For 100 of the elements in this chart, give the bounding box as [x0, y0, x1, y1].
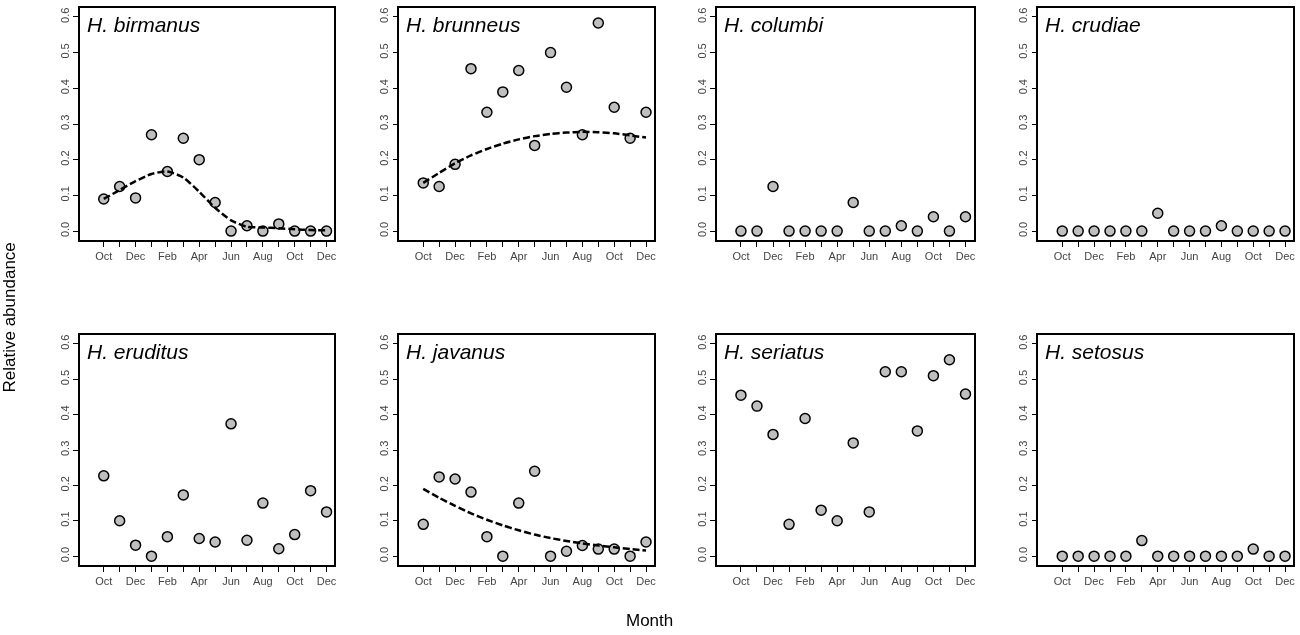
y-tick-label: 0.5 — [695, 369, 708, 386]
y-tick-label: 0.3 — [1017, 440, 1030, 456]
y-tick-label: 0.4 — [378, 79, 391, 95]
x-tick-label: Feb — [157, 249, 177, 262]
x-tick-label: Aug — [572, 574, 593, 587]
x-tick-label: Aug — [891, 574, 912, 587]
x-tick-label: Jun — [1180, 249, 1199, 262]
x-tick-label: Oct — [286, 249, 304, 262]
point — [1104, 225, 1116, 237]
point — [1279, 550, 1291, 562]
point — [640, 536, 652, 548]
point — [560, 81, 573, 93]
x-tick-label: Oct — [924, 249, 942, 262]
y-tick-label: 0.2 — [58, 150, 71, 166]
point — [193, 153, 205, 166]
point — [911, 425, 924, 437]
y-tick-label: 0.4 — [695, 79, 708, 95]
x-tick-label: Apr — [190, 574, 209, 587]
y-tick-label: 0.2 — [378, 150, 391, 166]
y-tick-label: 0.0 — [58, 221, 71, 238]
point — [943, 225, 956, 237]
point — [1056, 225, 1069, 237]
chart-title: H. brunneus — [406, 13, 521, 36]
y-tick-label: 0.3 — [1017, 114, 1030, 130]
point — [831, 225, 843, 237]
point — [177, 489, 190, 501]
point — [751, 225, 763, 237]
x-tick-label: Dec — [1084, 574, 1105, 587]
point — [465, 62, 477, 75]
x-tick-label: Apr — [510, 574, 528, 587]
point — [815, 225, 827, 237]
y-tick-label: 0.5 — [695, 43, 708, 59]
point — [544, 46, 557, 59]
y-tick-label: 0.0 — [378, 221, 391, 238]
y-tick-label: 0.1 — [1017, 511, 1030, 527]
x-tick-label: Dec — [125, 574, 146, 587]
y-tick-label: 0.1 — [378, 186, 391, 202]
point — [145, 550, 158, 562]
point — [544, 550, 557, 562]
y-tick-label: 0.5 — [1017, 369, 1030, 386]
point — [1088, 225, 1100, 237]
chart-title: H. birmanus — [87, 13, 201, 36]
x-tick-label: Jun — [222, 574, 240, 587]
point — [767, 180, 779, 193]
point — [943, 354, 956, 366]
point — [1136, 534, 1148, 547]
point — [815, 504, 827, 516]
x-tick-label: Jun — [1180, 574, 1199, 587]
point — [1279, 225, 1291, 237]
chart-title: H. javanus — [406, 340, 506, 363]
point — [847, 437, 859, 449]
point — [751, 400, 763, 412]
point — [1104, 550, 1116, 562]
point — [1247, 543, 1259, 555]
point — [209, 536, 221, 548]
y-tick-label: 0.2 — [695, 150, 708, 166]
y-tick-label: 0.5 — [1017, 43, 1030, 59]
point — [863, 506, 876, 518]
point — [512, 64, 525, 77]
x-tick-label: Dec — [1084, 249, 1105, 262]
x-tick-label: Oct — [95, 249, 113, 262]
point — [592, 17, 605, 29]
y-tick-label: 0.0 — [695, 221, 708, 238]
point — [320, 506, 333, 518]
y-tick-label: 0.3 — [378, 440, 391, 456]
point — [895, 219, 908, 232]
point — [98, 470, 110, 482]
x-tick-label: Aug — [1211, 249, 1232, 262]
point — [959, 211, 972, 223]
y-tick-label: 0.0 — [1017, 546, 1030, 563]
x-tick-label: Oct — [605, 574, 623, 587]
y-tick-label: 0.1 — [695, 511, 708, 527]
point — [481, 106, 493, 118]
point — [304, 484, 317, 497]
x-tick-label: Apr — [828, 574, 847, 587]
x-tick-label: Oct — [414, 249, 432, 262]
x-tick-label: Feb — [1116, 249, 1136, 262]
point — [113, 515, 126, 527]
x-tick-label: Aug — [1211, 574, 1232, 587]
point — [1072, 225, 1084, 237]
point — [1056, 550, 1069, 562]
point — [1263, 225, 1275, 237]
point — [1167, 225, 1180, 237]
x-tick-label: Oct — [414, 574, 432, 587]
point — [528, 465, 541, 477]
x-tick-label: Dec — [1275, 574, 1296, 587]
y-tick-label: 0.3 — [378, 114, 391, 130]
y-tick-label: 0.0 — [1017, 221, 1030, 238]
point — [1120, 550, 1132, 562]
x-tick-label: Dec — [316, 574, 337, 587]
x-tick-label: Feb — [157, 574, 177, 587]
point — [927, 211, 940, 223]
x-tick-label: Oct — [1244, 574, 1262, 587]
point — [257, 497, 269, 509]
y-tick-label: 0.6 — [58, 334, 71, 350]
x-tick-label: Dec — [763, 249, 784, 262]
x-tick-label: Oct — [732, 574, 750, 587]
point — [225, 225, 237, 237]
y-tick-label: 0.1 — [58, 186, 71, 202]
x-tick-label: Feb — [477, 249, 497, 262]
